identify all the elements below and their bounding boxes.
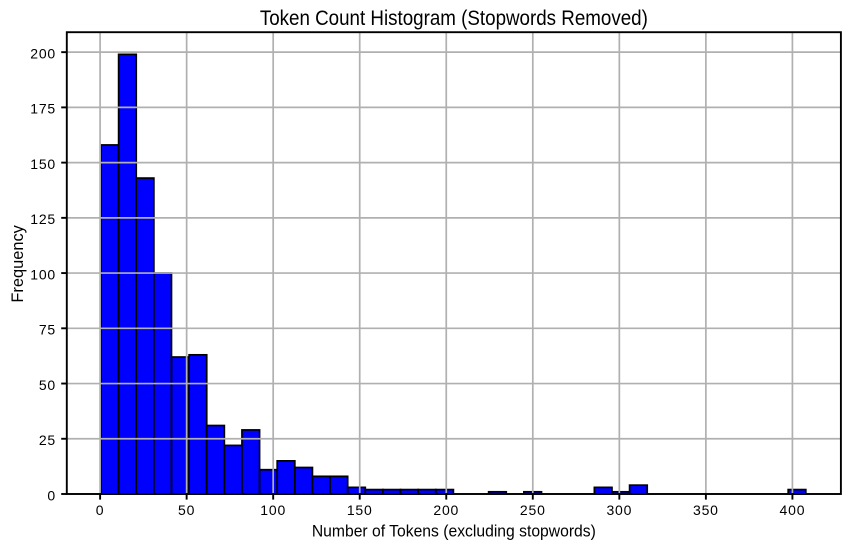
svg-text:150: 150 [347,502,373,518]
svg-text:25: 25 [39,432,56,448]
svg-text:100: 100 [30,266,56,282]
svg-text:200: 200 [30,45,56,61]
svg-text:200: 200 [433,502,459,518]
svg-text:250: 250 [520,502,546,518]
svg-text:50: 50 [39,377,56,393]
svg-text:400: 400 [780,502,806,518]
svg-text:350: 350 [693,502,719,518]
svg-text:Frequency: Frequency [8,225,27,303]
svg-text:150: 150 [30,156,56,172]
svg-text:175: 175 [30,101,56,117]
svg-text:0: 0 [96,502,105,518]
svg-text:75: 75 [39,322,56,338]
svg-text:Number of Tokens (excluding st: Number of Tokens (excluding stopwords) [312,521,596,540]
svg-text:Token Count Histogram (Stopwor: Token Count Histogram (Stopwords Removed… [260,7,648,30]
svg-text:300: 300 [606,502,632,518]
svg-text:100: 100 [260,502,286,518]
svg-text:125: 125 [30,211,56,227]
svg-text:50: 50 [178,502,195,518]
svg-text:0: 0 [47,487,56,503]
